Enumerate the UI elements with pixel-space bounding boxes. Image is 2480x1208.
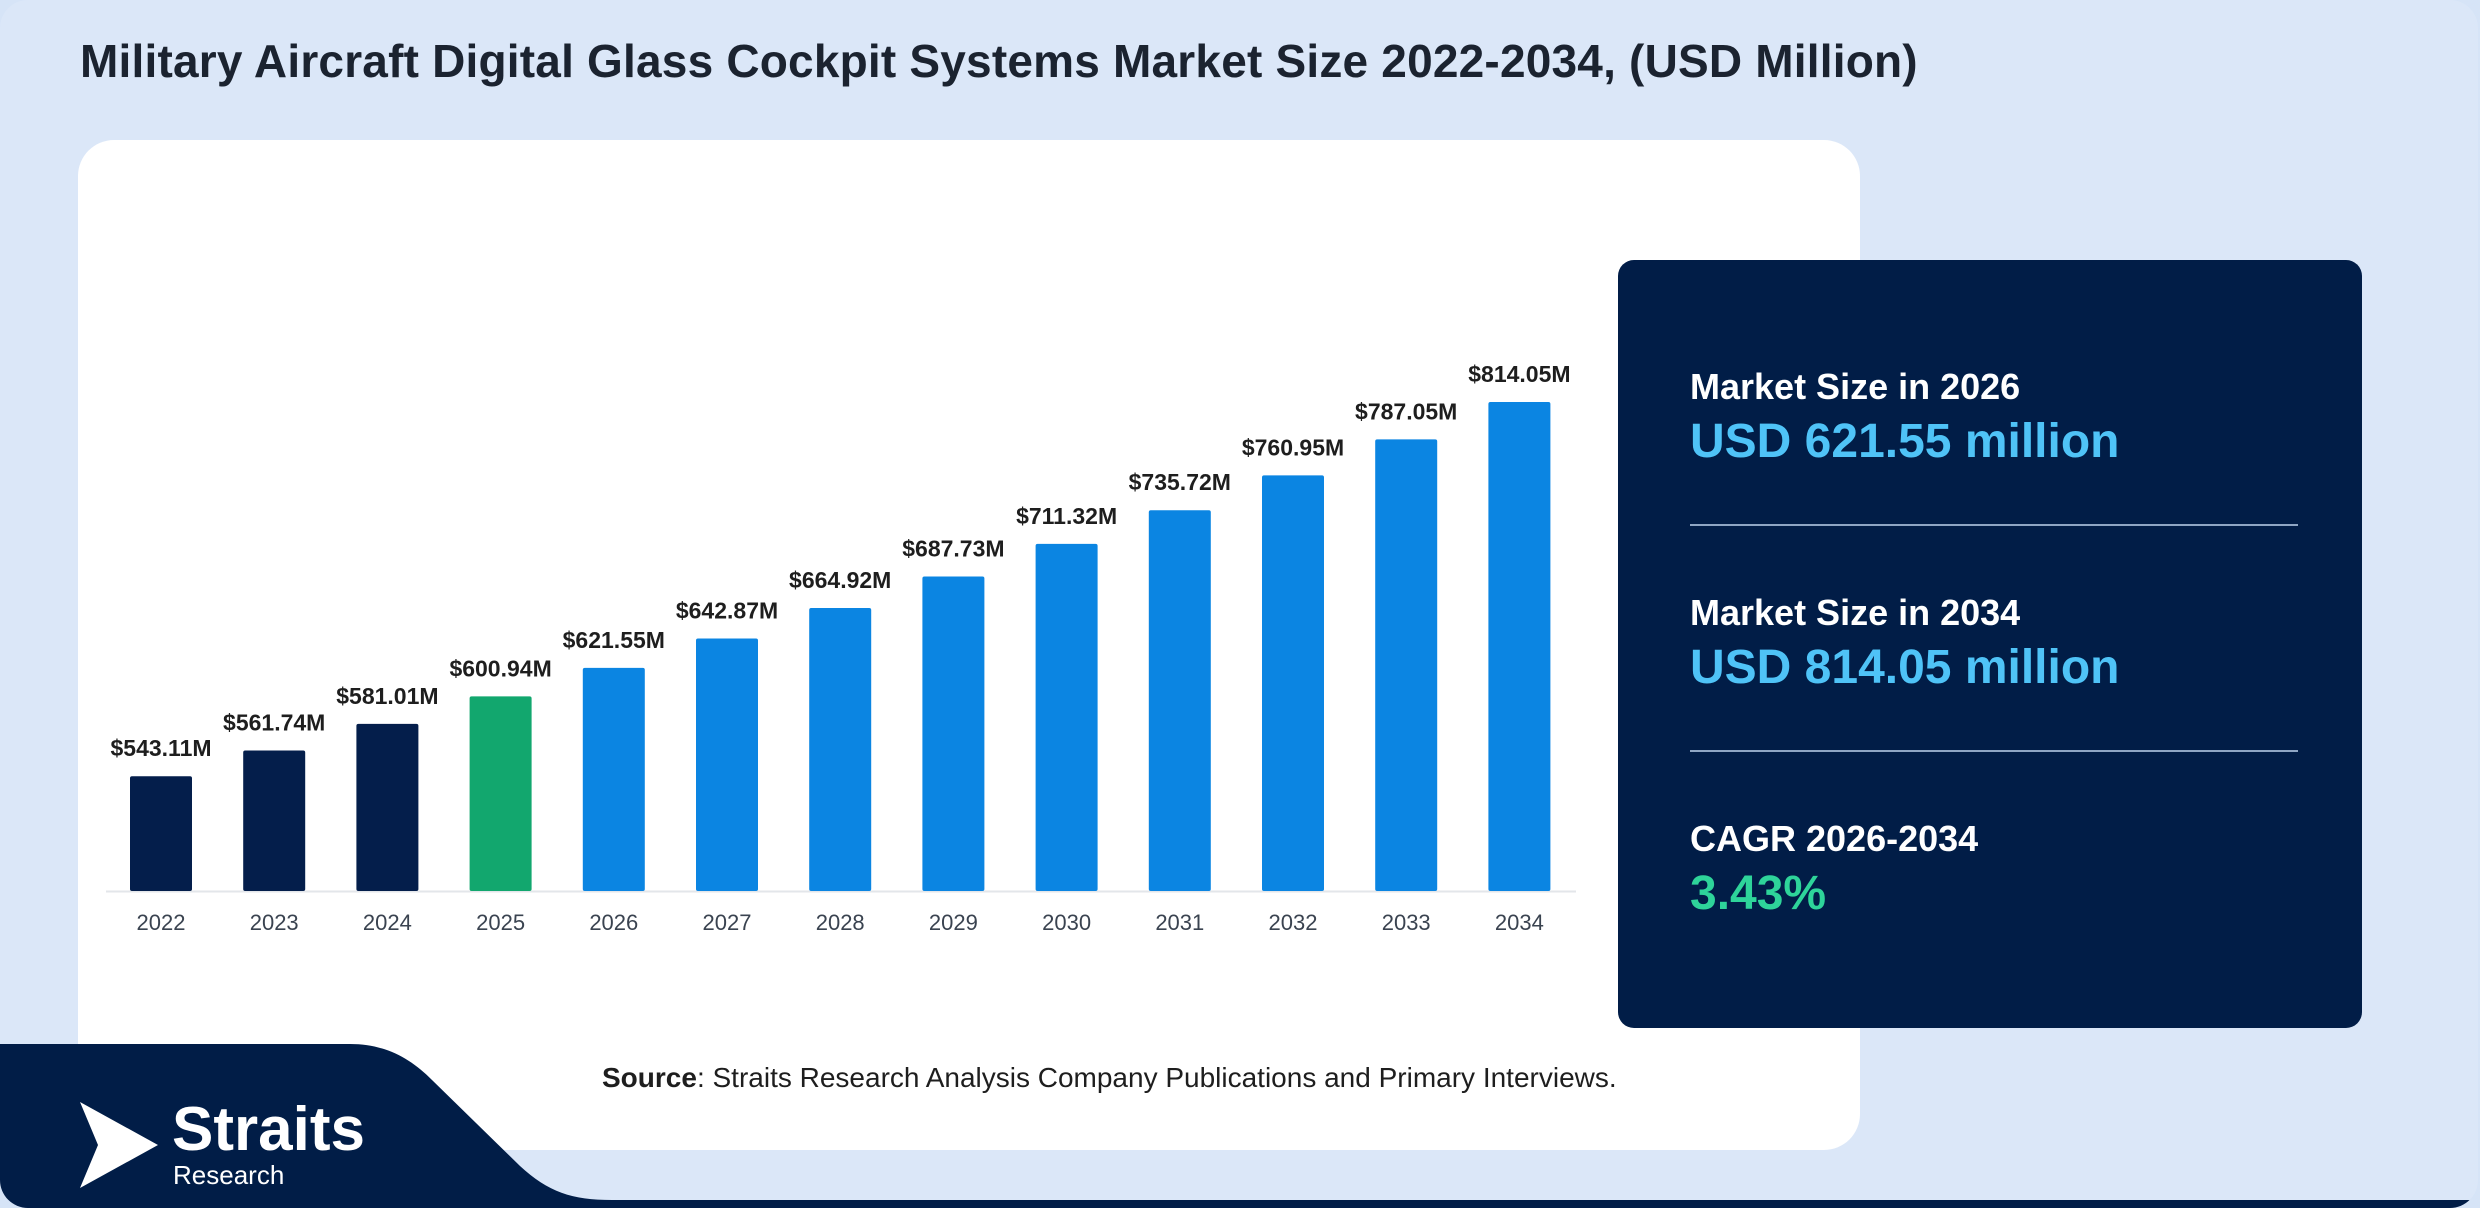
stat-label: Market Size in 2034: [1690, 592, 2021, 633]
data-label-2024: $581.01M: [336, 683, 438, 709]
data-label-2029: $687.73M: [902, 535, 1004, 561]
stat-label: CAGR 2026-2034: [1690, 818, 1979, 859]
data-label-2023: $561.74M: [223, 709, 325, 735]
stat-value: USD 621.55 million: [1690, 415, 2120, 468]
x-tick-label-2030: 2030: [1042, 910, 1091, 935]
x-tick-label-2022: 2022: [137, 910, 186, 935]
page-title: Military Aircraft Digital Glass Cockpit …: [80, 35, 1918, 87]
source-note: Source: Straits Research Analysis Compan…: [602, 1062, 1617, 1094]
source-label: Source: [602, 1062, 697, 1093]
bar-2024: [356, 723, 419, 891]
stat-market-size-2034: Market Size in 2034 USD 814.05 million: [1690, 592, 2120, 695]
bar-2026: [582, 667, 645, 891]
x-tick-label-2023: 2023: [250, 910, 299, 935]
bar-2034: [1488, 402, 1551, 891]
x-tick-label-2024: 2024: [363, 910, 412, 935]
stat-divider: [1690, 524, 2298, 526]
stat-label: Market Size in 2026: [1690, 366, 2021, 407]
stats-panel: Market Size in 2026 USD 621.55 million M…: [1618, 260, 2362, 1028]
x-tick-label-2028: 2028: [816, 910, 865, 935]
x-tick-label-2029: 2029: [929, 910, 978, 935]
data-label-2030: $711.32M: [1016, 503, 1117, 529]
brand-logo: Straits Research: [80, 1095, 380, 1192]
stat-cagr: CAGR 2026-2034 3.43%: [1690, 818, 1978, 921]
bar-2028: [809, 607, 872, 891]
brand-name: Straits: [172, 1095, 365, 1164]
stat-divider: [1690, 750, 2298, 752]
x-tick-label-2025: 2025: [476, 910, 525, 935]
bar-2032: [1262, 475, 1324, 891]
play-arrow-logo-icon: [80, 1102, 158, 1188]
data-label-2034: $814.05M: [1468, 361, 1570, 387]
x-tick-label-2027: 2027: [703, 910, 752, 935]
bar-2030: [1035, 543, 1098, 891]
data-label-2033: $787.05M: [1355, 398, 1457, 424]
data-label-2025: $600.94M: [449, 655, 551, 681]
data-label-2026: $621.55M: [563, 627, 665, 653]
bar-2022: [130, 776, 192, 891]
brand-subtitle: Research: [173, 1160, 285, 1190]
x-tick-label-2026: 2026: [589, 910, 638, 935]
data-label-2027: $642.87M: [676, 597, 778, 623]
bar-chart: $543.11M 2022 $561.74M 2023 $581.01M 2024 $600…: [106, 361, 1576, 935]
x-tick-label-2033: 2033: [1382, 910, 1431, 935]
data-label-2031: $735.72M: [1129, 469, 1231, 495]
bar-2025: [469, 696, 532, 891]
bar-2031: [1148, 510, 1211, 891]
bar-2027: [696, 638, 758, 891]
x-tick-label-2034: 2034: [1495, 910, 1544, 935]
data-label-2022: $543.11M: [110, 735, 211, 761]
bar-2023: [243, 750, 306, 891]
source-text: : Straits Research Analysis Company Publ…: [696, 1062, 1617, 1093]
bar-2033: [1375, 439, 1438, 891]
stat-market-size-2026: Market Size in 2026 USD 621.55 million: [1690, 366, 2120, 469]
x-tick-label-2032: 2032: [1269, 910, 1318, 935]
data-label-2028: $664.92M: [789, 567, 891, 593]
stat-value: 3.43%: [1690, 867, 1827, 920]
chart-card: $543.11M 2022 $561.74M 2023 $581.01M 2024 $600…: [78, 140, 1860, 1150]
data-label-2032: $760.95M: [1242, 434, 1344, 460]
x-tick-label-2031: 2031: [1155, 910, 1204, 935]
bar-2029: [922, 576, 985, 891]
stat-value: USD 814.05 million: [1690, 641, 2120, 694]
